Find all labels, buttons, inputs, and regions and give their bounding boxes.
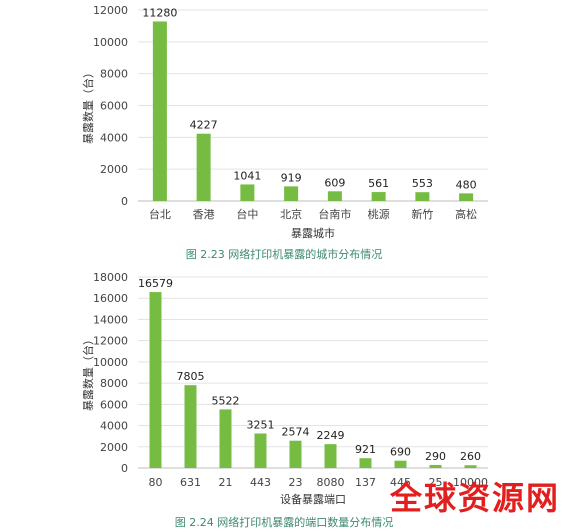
bar <box>149 292 162 468</box>
y-tick-label: 2000 <box>100 163 128 176</box>
y-tick-label: 2000 <box>100 441 128 454</box>
bar <box>254 433 267 468</box>
x-tick-label: 631 <box>180 476 201 489</box>
bar <box>394 460 407 468</box>
y-tick-label: 0 <box>121 195 128 208</box>
y-tick-label: 4000 <box>100 420 128 433</box>
y-tick-label: 12000 <box>93 4 128 17</box>
x-tick-label: 台北 <box>149 207 171 221</box>
y-axis-title: 暴露数量（台） <box>81 334 95 411</box>
data-label: 2574 <box>282 426 310 439</box>
bar <box>284 186 299 201</box>
data-label: 480 <box>456 178 477 191</box>
y-tick-label: 6000 <box>100 100 128 113</box>
bar <box>184 385 197 468</box>
bar <box>359 458 372 468</box>
x-tick-label: 25 <box>429 476 443 489</box>
y-tick-label: 0 <box>121 462 128 475</box>
data-label: 553 <box>412 177 433 190</box>
y-tick-label: 8000 <box>100 68 128 81</box>
x-axis-title: 暴露城市 <box>291 226 335 240</box>
y-tick-label: 14000 <box>93 313 128 326</box>
data-label: 260 <box>460 450 481 463</box>
x-tick-label: 香港 <box>193 208 215 221</box>
data-label: 921 <box>355 443 376 456</box>
data-label: 7805 <box>177 370 205 383</box>
x-tick-label: 23 <box>289 476 303 489</box>
data-label: 2249 <box>317 429 345 442</box>
data-label: 11280 <box>142 6 177 19</box>
y-tick-label: 18000 <box>93 271 128 284</box>
bar <box>464 465 477 468</box>
x-tick-label: 台南市 <box>318 207 351 221</box>
data-label: 16579 <box>138 277 173 290</box>
x-tick-label: 80 <box>149 476 163 489</box>
x-tick-label: 北京 <box>280 207 302 221</box>
data-label: 919 <box>281 171 302 184</box>
watermark-logo: 全球资源网 <box>389 479 560 517</box>
y-tick-label: 12000 <box>93 335 128 348</box>
x-tick-label: 137 <box>355 476 376 489</box>
y-tick-label: 10000 <box>93 356 128 369</box>
x-axis-title: 设备暴露端口 <box>280 492 346 506</box>
bar <box>324 444 337 468</box>
bar <box>289 440 302 468</box>
data-label: 5522 <box>212 394 240 407</box>
chart-1: 0 2000 4000 6000 8000 10000 12000 11280 台北 4227 香港… <box>81 4 488 240</box>
y-tick-label: 16000 <box>93 292 128 305</box>
data-label: 690 <box>390 446 411 459</box>
x-tick-label: 8080 <box>317 476 345 489</box>
bar <box>459 193 474 201</box>
data-label: 4227 <box>190 119 218 132</box>
y-tick-label: 10000 <box>93 36 128 49</box>
data-label: 609 <box>324 176 345 189</box>
x-tick-label: 台中 <box>236 207 258 221</box>
x-tick-label: 桃源 <box>368 207 390 221</box>
bar <box>196 133 211 201</box>
bar <box>429 464 442 468</box>
x-tick-label: 10000 <box>453 476 488 489</box>
x-tick-label: 高松 <box>455 207 477 221</box>
y-axis-title: 暴露数量（台） <box>81 67 95 144</box>
bar <box>152 21 167 202</box>
chart-1-caption: 图 2.23 网络打印机暴露的城市分布情况 <box>185 248 383 261</box>
x-tick-label: 21 <box>219 476 233 489</box>
bar <box>415 192 430 201</box>
data-label: 3251 <box>247 419 275 432</box>
data-label: 561 <box>368 177 389 190</box>
y-tick-label: 8000 <box>100 377 128 390</box>
bar <box>219 409 232 468</box>
bar <box>240 184 255 201</box>
bar <box>371 192 386 201</box>
y-tick-label: 4000 <box>100 131 128 144</box>
x-tick-label: 445 <box>390 476 411 489</box>
bar <box>327 191 342 201</box>
chart-2-caption: 图 2.24 网络打印机暴露的端口数量分布情况 <box>174 516 394 529</box>
x-tick-label: 新竹 <box>411 207 433 221</box>
x-tick-label: 443 <box>250 476 271 489</box>
data-label: 1041 <box>233 169 261 182</box>
data-label: 290 <box>425 450 446 463</box>
y-tick-label: 6000 <box>100 398 128 411</box>
chart-2: 0 2000 4000 6000 8000 10000 12000 14000 16000 180… <box>81 271 488 506</box>
